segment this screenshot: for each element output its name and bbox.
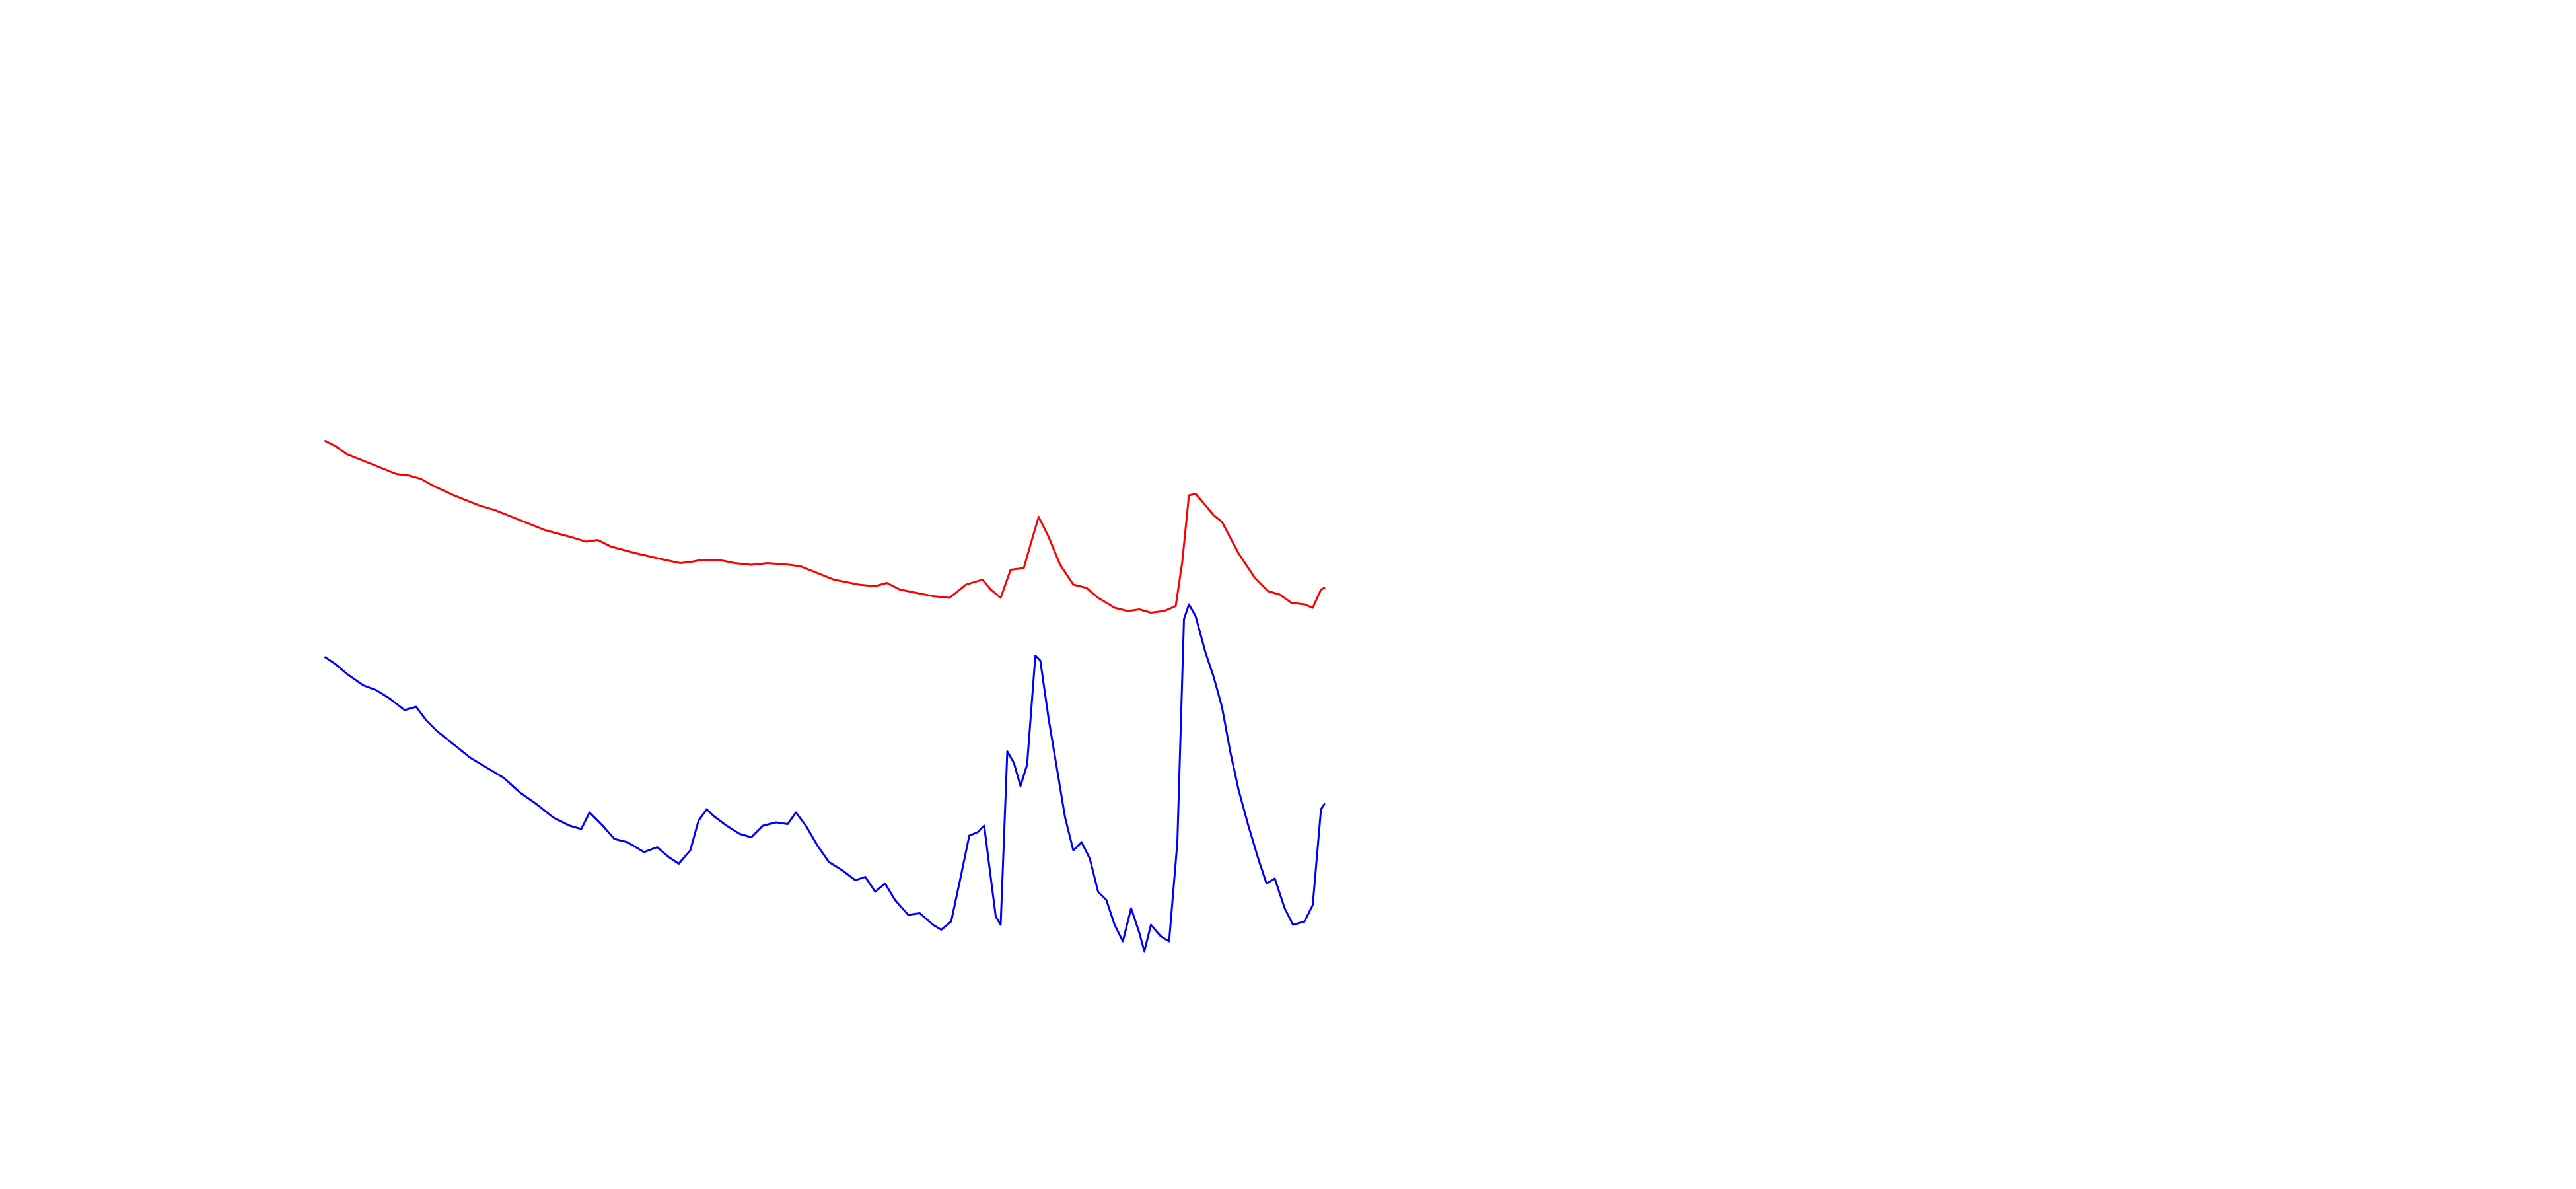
line-series	[324, 440, 1326, 614]
line-series	[324, 603, 1326, 953]
